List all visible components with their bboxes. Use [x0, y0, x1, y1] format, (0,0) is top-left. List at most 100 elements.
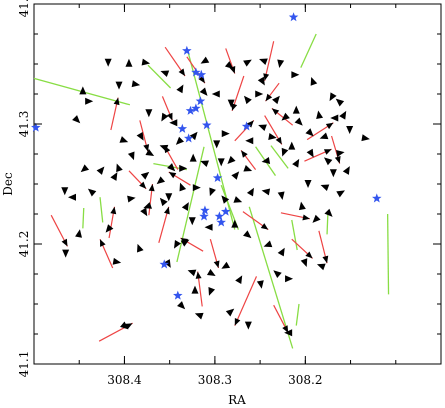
arrowhead-16 — [87, 188, 97, 197]
arrowhead-76 — [192, 184, 201, 192]
green-vector-10 — [386, 213, 390, 295]
arrowhead-53 — [243, 59, 252, 67]
red-vector-head-0 — [263, 73, 270, 81]
arrowhead-9 — [145, 148, 155, 156]
arrowhead-72 — [246, 187, 254, 197]
arrowhead-97 — [221, 261, 231, 269]
arrowhead-33 — [323, 157, 333, 166]
red-vector-head-9 — [275, 136, 282, 145]
green-vector-5 — [300, 33, 317, 68]
star-16 — [220, 206, 231, 216]
arrowhead-86 — [300, 258, 308, 267]
red-vector-head-31 — [246, 120, 254, 128]
x-tick-label-2: 308.2 — [288, 373, 322, 387]
arrowhead-64 — [304, 180, 312, 188]
arrowhead-98 — [235, 275, 243, 285]
arrowhead-117 — [292, 105, 300, 114]
arrowhead-12 — [96, 166, 105, 175]
red-vector-head-11 — [168, 172, 177, 179]
red-vector-head-24 — [282, 325, 289, 333]
arrowhead-21 — [167, 163, 176, 172]
star-8 — [177, 123, 188, 133]
arrowhead-69 — [298, 201, 306, 211]
arrowhead-39 — [281, 112, 290, 121]
star-4 — [196, 69, 207, 79]
arrowhead-79 — [140, 171, 150, 180]
green-vector-11 — [82, 207, 85, 229]
arrowhead-124 — [115, 81, 123, 90]
green-vector-13 — [270, 145, 289, 169]
arrowhead-113 — [159, 197, 168, 207]
star-5 — [195, 96, 206, 106]
red-vector-head-17 — [302, 214, 310, 221]
arrowhead-8 — [159, 144, 169, 152]
arrowhead-34 — [336, 150, 345, 157]
red-vector-head-29 — [241, 150, 248, 158]
arrowhead-23 — [189, 153, 197, 162]
y-tick-label-0: 41.1 — [17, 351, 31, 378]
arrowhead-2 — [131, 80, 141, 88]
green-vector-2 — [176, 146, 205, 263]
arrowhead-125 — [79, 86, 87, 95]
x-axis-title: RA — [228, 393, 246, 407]
green-vector-15 — [295, 303, 300, 326]
y-tick-label-3: 41.4 — [17, 0, 31, 17]
arrowhead-62 — [268, 133, 277, 140]
arrowhead-13 — [80, 164, 90, 173]
arrowhead-41 — [255, 90, 264, 98]
arrowhead-28 — [243, 164, 253, 172]
red-vector-head-12 — [139, 181, 147, 189]
arrowhead-108 — [284, 329, 293, 337]
star-15 — [214, 211, 225, 221]
arrowhead-109 — [120, 321, 129, 330]
arrowhead-96 — [206, 268, 216, 276]
arrowhead-70 — [277, 191, 285, 200]
star-13 — [200, 205, 210, 215]
arrowhead-65 — [320, 184, 330, 192]
arrowhead-115 — [221, 130, 230, 138]
arrowhead-52 — [224, 61, 234, 69]
arrowhead-122 — [361, 134, 370, 142]
star-11 — [241, 121, 252, 131]
red-vector-head-18 — [260, 223, 269, 230]
arrowhead-48 — [141, 58, 151, 66]
arrowhead-45 — [199, 87, 208, 96]
star-0 — [288, 12, 299, 22]
star-1 — [31, 122, 41, 132]
y-tick-label-1: 41.2 — [17, 231, 31, 258]
arrowhead-47 — [160, 70, 170, 78]
green-vector-9 — [326, 211, 329, 235]
arrowhead-11 — [116, 163, 123, 173]
arrowhead-90 — [136, 243, 144, 253]
star-19 — [159, 259, 169, 269]
green-vector-8 — [291, 219, 298, 251]
star-12 — [212, 173, 223, 183]
green-vectors — [33, 33, 390, 349]
arrowhead-106 — [225, 308, 235, 317]
arrowhead-112 — [140, 207, 148, 217]
star-3 — [191, 67, 201, 77]
arrowhead-14 — [61, 187, 69, 196]
arrowhead-22 — [179, 164, 188, 172]
red-vector-head-15 — [61, 238, 68, 247]
arrowhead-118 — [305, 128, 314, 137]
arrowhead-57 — [310, 77, 318, 86]
arrowhead-50 — [104, 58, 112, 67]
star-20 — [173, 290, 183, 300]
arrowhead-74 — [221, 195, 230, 204]
y-tick-label-2: 41.3 — [17, 111, 31, 138]
arrowhead-26 — [227, 155, 236, 165]
arrowhead-51 — [200, 56, 210, 64]
star-18 — [372, 193, 382, 203]
red-vector-head-3 — [166, 112, 173, 121]
arrowhead-92 — [62, 249, 70, 258]
arrowheads — [61, 56, 370, 337]
red-vector-head-16 — [164, 206, 170, 215]
arrowhead-42 — [243, 95, 252, 105]
arrowhead-103 — [208, 287, 216, 296]
arrowhead-67 — [324, 208, 333, 217]
arrowhead-20 — [181, 202, 189, 211]
arrowhead-59 — [339, 110, 347, 120]
red-vector-head-26 — [195, 271, 202, 279]
